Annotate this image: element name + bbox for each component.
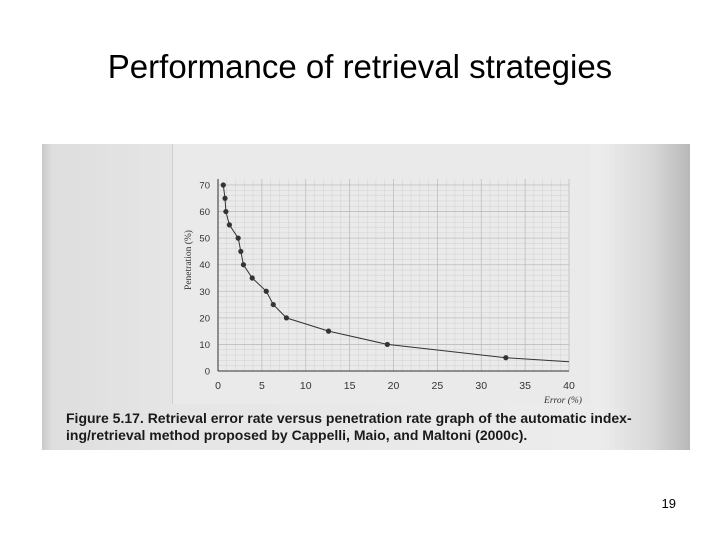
data-point [222,195,228,201]
data-point [223,208,229,215]
data-point [220,182,226,188]
data-point [249,275,255,281]
x-tick-label: 30 [475,380,487,392]
data-point [283,315,290,321]
data-point [240,262,247,268]
x-tick-label: 40 [563,380,575,392]
x-tick-label: 35 [519,380,531,392]
data-point [263,288,269,294]
page-number: 19 [661,496,676,511]
figure-caption: Figure 5.17. Retrieval error rate versus… [66,410,682,444]
y-tick-label: 20 [199,313,210,324]
x-tick-label: 25 [432,380,444,392]
y-axis-title: Penetration (%) [183,230,194,290]
data-point [503,355,509,361]
data-point [226,222,233,228]
data-point [270,301,276,308]
y-tick-label: 30 [199,287,210,298]
x-tick-label: 0 [215,380,221,392]
y-tick-label: 10 [199,340,210,351]
x-axis-title: Error (%) [543,395,582,406]
caption-line-2: ing/retrieval method proposed by Cappell… [66,427,528,443]
slide-title: Performance of retrieval strategies [107,48,613,85]
y-tick-label: 50 [199,234,210,245]
scanned-figure: 0 10 20 30 40 50 60 70 0 5 10 15 20 25 30 35 40 Penetrati… [42,144,690,450]
x-tick-label: 15 [344,380,356,392]
x-tick-label: 5 [259,380,265,392]
y-tick-label: 60 [199,207,210,218]
caption-line-1: Figure 5.17. Retrieval error rate versus… [66,410,632,426]
data-point [238,248,244,255]
y-tick-label: 0 [205,367,210,378]
y-tick-label: 70 [199,181,210,192]
x-tick-label: 20 [388,380,400,392]
data-point [384,341,390,348]
x-tick-label: 10 [300,380,312,392]
data-point [235,235,241,241]
data-point [325,328,332,334]
plot-area-background [172,144,591,404]
y-tick-label: 40 [199,260,210,271]
penetration-error-chart: 0 10 20 30 40 50 60 70 0 5 10 15 20 25 30 35 40 Penetrati… [183,179,582,406]
